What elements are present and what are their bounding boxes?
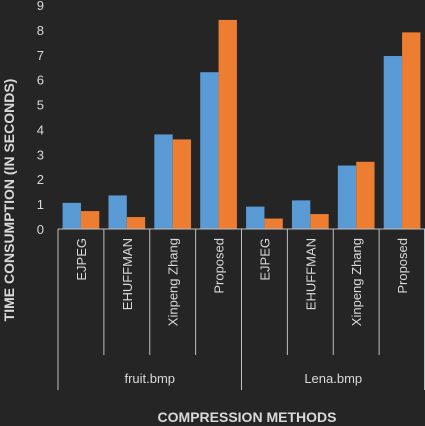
bar (337, 165, 357, 229)
y-axis-title: TIME CONSUMPTION (IN SECONDS) (1, 79, 17, 322)
x-category-label: Proposed (395, 238, 410, 294)
x-group-label: fruit.bmp (124, 371, 175, 386)
y-tick-label: 5 (37, 98, 44, 113)
bar (246, 206, 265, 229)
y-tick-label: 1 (37, 197, 44, 212)
bar (108, 195, 127, 229)
bar (402, 32, 421, 229)
y-tick-label: 2 (37, 172, 44, 187)
y-tick-label: 6 (37, 73, 44, 88)
y-tick-label: 0 (37, 222, 44, 237)
x-category-label: EHUFFMAN (303, 238, 318, 310)
bar (310, 214, 329, 229)
x-group-label: Lena.bmp (304, 371, 362, 386)
bar (356, 161, 375, 229)
x-category-label: EJPEG (74, 238, 89, 281)
bars-layer (62, 19, 421, 230)
x-category-label: Proposed (212, 238, 227, 294)
x-category-label: Xinpeng Zhang (349, 238, 364, 326)
y-tick-label: 7 (37, 48, 44, 63)
bar (383, 56, 403, 230)
y-tick-label: 9 (37, 0, 44, 13)
bar (218, 19, 237, 229)
bar (126, 217, 146, 229)
bar (264, 218, 283, 229)
x-category-label: Xinpeng Zhang (166, 238, 181, 326)
bar (80, 211, 100, 229)
y-tick-label: 3 (37, 147, 44, 162)
axes-layer: 0 1 2 3 4 5 6 7 8 9 EJPEG EHUFFMAN Xinpeng Zhang Prop… (37, 0, 425, 390)
bar (291, 200, 311, 229)
y-tick-label: 8 (37, 23, 44, 38)
bar (62, 202, 81, 229)
bar (200, 72, 219, 229)
x-category-label: EHUFFMAN (120, 238, 135, 310)
y-tick-label: 4 (37, 122, 44, 137)
bar (172, 139, 192, 229)
bar (154, 134, 173, 229)
x-category-label: EJPEG (257, 238, 272, 281)
x-axis-title: COMPRESSION METHODS (158, 409, 337, 425)
